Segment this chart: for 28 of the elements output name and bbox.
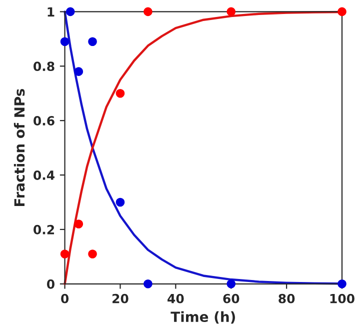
y-tick-label: 1 — [48, 7, 54, 16]
x-tick-label: 60 — [223, 294, 240, 304]
y-tick-label: 0 — [46, 279, 54, 289]
point — [88, 250, 97, 258]
x-axis-title: Time (h) — [170, 311, 235, 324]
x-tick-label: 20 — [112, 294, 128, 304]
point — [66, 7, 75, 16]
y-axis-title: Fraction of NPs — [14, 88, 25, 206]
point — [74, 67, 84, 76]
point — [226, 280, 236, 288]
y-tick-label: 0.8 — [34, 62, 54, 72]
point — [116, 88, 125, 98]
x-tick-label: 0 — [61, 294, 69, 304]
x-tick-label: 100 — [330, 294, 354, 304]
y-tick-label: 0.2 — [34, 224, 54, 234]
point — [88, 37, 97, 46]
point — [116, 198, 125, 207]
y-tick-label: 0.4 — [34, 170, 55, 180]
point — [144, 280, 152, 288]
point — [60, 37, 70, 46]
point — [60, 250, 70, 258]
x-tick-label: 80 — [278, 294, 295, 304]
y-tick-label: 0.6 — [34, 116, 54, 126]
point — [226, 7, 236, 16]
point — [74, 220, 84, 228]
x-tick-label: 40 — [168, 294, 184, 304]
point — [338, 7, 346, 16]
point — [144, 7, 152, 16]
